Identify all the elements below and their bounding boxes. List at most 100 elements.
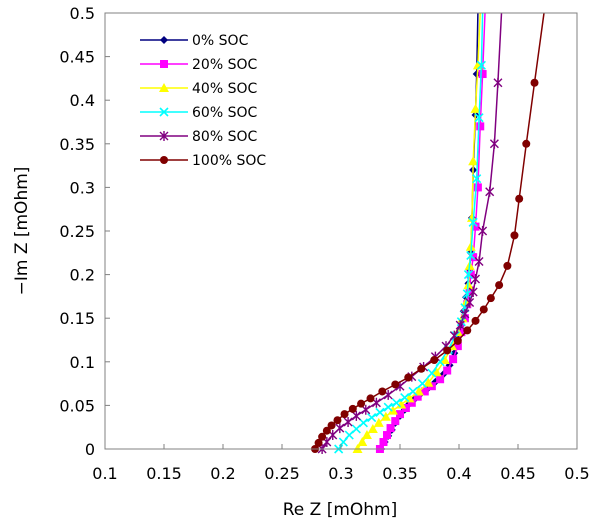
legend-label: 60% SOC	[192, 105, 257, 121]
data-point	[387, 405, 398, 415]
y-tick-label: 0.25	[59, 222, 95, 241]
data-point	[530, 78, 539, 87]
data-point	[343, 416, 353, 427]
data-point	[449, 355, 458, 364]
data-point	[373, 417, 384, 427]
data-point	[468, 287, 478, 298]
legend-item: 100% SOC	[140, 153, 266, 169]
y-tick-label: 0.15	[59, 309, 95, 328]
data-point	[465, 297, 475, 308]
legend-item: 20% SOC	[140, 57, 257, 73]
data-point	[408, 386, 418, 397]
data-point	[367, 413, 377, 423]
data-point	[463, 326, 472, 335]
x-tick-label: 0.25	[264, 464, 300, 483]
x-tick-label: 0.2	[210, 464, 235, 483]
data-point	[386, 424, 395, 433]
data-point	[478, 226, 488, 236]
data-point	[460, 308, 470, 319]
data-point	[348, 404, 357, 413]
data-point	[413, 386, 424, 396]
y-tick-label: 0.35	[59, 135, 95, 154]
y-tick-label: 0	[85, 440, 95, 459]
x-tick-label: 0.5	[564, 464, 589, 483]
y-tick-label: 0.2	[70, 266, 95, 285]
data-point	[401, 404, 410, 413]
data-point	[474, 113, 484, 123]
data-point	[322, 426, 331, 435]
series-80pct-soc	[317, 12, 503, 454]
y-tick-label: 0.4	[70, 91, 95, 110]
data-point	[358, 418, 368, 428]
data-point	[478, 70, 487, 79]
data-point	[383, 431, 392, 440]
data-point	[503, 261, 512, 270]
data-point	[471, 273, 481, 284]
data-point	[439, 355, 450, 365]
data-point	[472, 174, 482, 184]
data-point	[396, 410, 404, 419]
data-point	[463, 270, 474, 280]
data-point	[443, 346, 452, 355]
data-point	[379, 438, 388, 447]
data-point	[510, 231, 519, 240]
data-point	[515, 194, 524, 203]
legend-item: 40% SOC	[140, 81, 257, 97]
data-point	[471, 222, 480, 231]
series-20pct-soc	[375, 12, 487, 453]
legend-swatch-marker	[159, 107, 169, 117]
data-point	[495, 281, 504, 290]
data-point	[476, 60, 486, 70]
data-point	[431, 367, 442, 377]
y-tick-label: 0.3	[70, 178, 95, 197]
x-tick-label: 0.45	[500, 464, 536, 483]
data-point	[457, 328, 466, 337]
legend-swatch-marker	[159, 131, 169, 141]
data-point	[453, 342, 462, 351]
data-point	[314, 438, 323, 447]
data-point	[366, 394, 375, 403]
legend-label: 40% SOC	[192, 81, 257, 97]
data-point	[335, 423, 345, 434]
data-point	[327, 421, 336, 430]
axis-layer: 0.1 0.15 0.2 0.25 0.3 0.35 0.4 0.45 0.5 0 0.05 0.1 0…	[59, 4, 589, 483]
data-point	[453, 336, 462, 345]
data-point	[413, 392, 422, 401]
data-point	[489, 138, 499, 149]
series-layer	[311, 12, 545, 454]
data-point	[417, 379, 427, 389]
data-point	[361, 430, 372, 440]
data-point	[318, 432, 327, 441]
data-point	[391, 417, 400, 426]
data-point	[430, 356, 439, 365]
data-point	[361, 404, 371, 415]
data-point	[462, 289, 472, 299]
data-point	[436, 375, 445, 384]
data-point	[474, 256, 484, 267]
x-tick-label: 0.35	[382, 464, 418, 483]
y-tick-label: 0.45	[59, 48, 95, 67]
legend: 0% SOC 20% SOC 40% SOC 60% SOC 80% SOC 100% S…	[140, 33, 266, 169]
x-tick-label: 0.15	[146, 464, 182, 483]
data-point	[417, 364, 426, 373]
x-axis-title: Re Z [mOhm]	[283, 500, 398, 520]
data-point	[367, 423, 378, 433]
data-point	[333, 416, 342, 425]
data-point	[407, 398, 416, 407]
legend-item: 80% SOC	[140, 129, 257, 145]
data-point	[400, 392, 410, 403]
data-point	[485, 186, 495, 197]
y-tick-label: 0.05	[59, 396, 95, 415]
data-point	[391, 380, 400, 389]
data-point	[340, 410, 349, 419]
legend-item: 60% SOC	[140, 105, 257, 121]
data-point	[470, 103, 481, 113]
legend-item: 0% SOC	[140, 33, 249, 49]
legend-swatch-marker	[160, 60, 168, 68]
data-point	[473, 183, 482, 192]
legend-label: 0% SOC	[192, 33, 249, 49]
legend-label: 20% SOC	[192, 57, 257, 73]
data-point	[404, 373, 413, 382]
